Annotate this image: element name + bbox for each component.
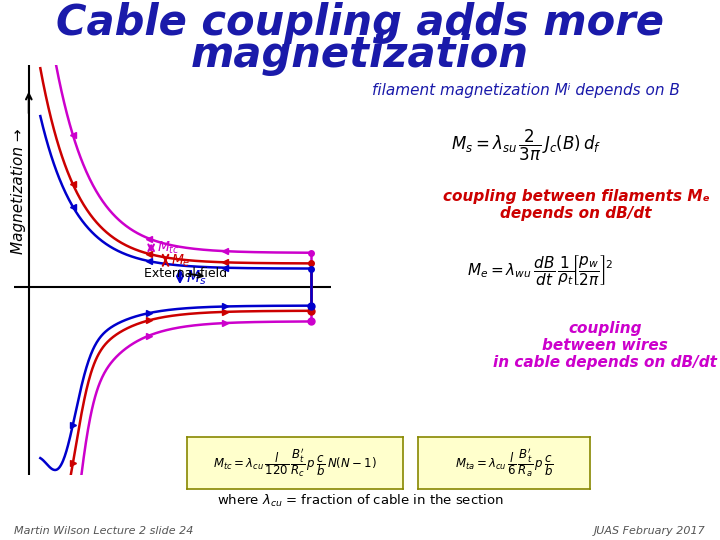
- Text: $M_{tc}$: $M_{tc}$: [157, 240, 180, 256]
- Text: $M_s = \lambda_{su}\,\dfrac{2}{3\pi}\,J_c(B)\,d_f$: $M_s = \lambda_{su}\,\dfrac{2}{3\pi}\,J_…: [451, 128, 600, 164]
- Text: $M_{ta} = \lambda_{cu}\,\dfrac{l}{6}\,\dfrac{B^\prime_t}{R_a}\,p\,\dfrac{c}{b}$: $M_{ta} = \lambda_{cu}\,\dfrac{l}{6}\,\d…: [454, 447, 554, 480]
- Text: where $\lambda_{cu}$ = fraction of cable in the section: where $\lambda_{cu}$ = fraction of cable…: [217, 493, 503, 509]
- Text: coupling
between wires
in cable depends on dB/dt: coupling between wires in cable depends …: [493, 321, 716, 370]
- Text: External field: External field: [144, 267, 227, 280]
- Text: filament magnetization Mⁱ depends on B: filament magnetization Mⁱ depends on B: [372, 83, 680, 98]
- Text: Martin Wilson Lecture 2 slide 24: Martin Wilson Lecture 2 slide 24: [14, 525, 194, 536]
- Text: Magnetization →: Magnetization →: [12, 129, 26, 254]
- Text: coupling between filaments Mₑ
depends on dB/dt: coupling between filaments Mₑ depends on…: [443, 189, 709, 221]
- Text: magnetization: magnetization: [191, 35, 529, 77]
- Text: $M_e = \lambda_{wu}\,\dfrac{dB}{dt}\,\dfrac{1}{\rho_t}\!\left[\dfrac{p_w}{2\pi}\: $M_e = \lambda_{wu}\,\dfrac{dB}{dt}\,\df…: [467, 253, 613, 287]
- Text: $M_e$: $M_e$: [171, 252, 191, 268]
- Text: $M_s$: $M_s$: [186, 268, 206, 287]
- Text: $M_{tc} = \lambda_{cu}\,\dfrac{l}{120}\,\dfrac{B^\prime_t}{R_c}\,p\,\dfrac{c}{b}: $M_{tc} = \lambda_{cu}\,\dfrac{l}{120}\,…: [213, 447, 377, 480]
- Text: JUAS February 2017: JUAS February 2017: [594, 525, 706, 536]
- Text: Cable coupling adds more: Cable coupling adds more: [56, 2, 664, 44]
